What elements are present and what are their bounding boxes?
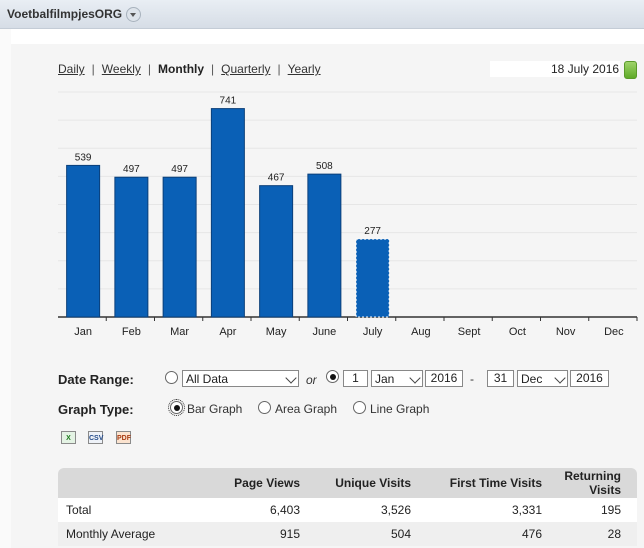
excel-export-icon[interactable]: X [61, 431, 76, 444]
bar-value-label: 508 [316, 161, 333, 172]
bar-value-label: 539 [75, 152, 92, 163]
x-tick-label: Jan [74, 326, 92, 338]
or-text: or [306, 373, 317, 387]
from-day-input[interactable]: 1 [343, 370, 368, 387]
all-data-radio[interactable] [165, 371, 178, 384]
line-graph-label[interactable]: Line Graph [370, 402, 430, 416]
site-dropdown-icon[interactable] [126, 7, 141, 22]
tab-monthly[interactable]: Monthly [158, 62, 205, 76]
bar-graph-radio[interactable] [168, 399, 185, 416]
header-page-views: Page Views [199, 468, 310, 498]
first-time-visits-value: 476 [421, 522, 552, 546]
from-month-select[interactable]: Jan [371, 370, 423, 387]
top-bar: VoetbalfilmpjesORG [0, 0, 644, 29]
bar-jan[interactable] [66, 164, 101, 318]
x-tick-label: Sept [458, 326, 481, 338]
left-margin [0, 29, 11, 548]
tab-yearly[interactable]: Yearly [287, 62, 321, 76]
from-year-input[interactable]: 2016 [425, 370, 463, 387]
custom-range-radio[interactable] [326, 370, 339, 383]
table-row: Monthly Average 915 504 476 28 [58, 522, 637, 546]
to-month-value: Dec [521, 372, 543, 386]
range-dash: - [470, 372, 474, 386]
period-tabs: Daily | Weekly | Monthly | Quarterly | Yearly [58, 62, 321, 76]
separator: | [211, 62, 215, 76]
x-tick-label: Mar [170, 326, 189, 338]
bar-value-label: 497 [123, 164, 140, 175]
first-time-visits-value: 3,331 [421, 498, 552, 522]
bar-july[interactable] [355, 238, 390, 318]
bar-value-label: 497 [171, 164, 188, 175]
bar-value-label: 277 [364, 226, 381, 237]
x-tick-label: Aug [411, 326, 431, 338]
header-unique-visits: Unique Visits [310, 468, 421, 498]
separator: | [277, 62, 281, 76]
bar-mar[interactable] [162, 176, 197, 318]
bar-may[interactable] [259, 185, 294, 318]
stats-header-row: Page Views Unique Visits First Time Visi… [58, 468, 637, 498]
to-year-input[interactable]: 2016 [570, 370, 609, 387]
chevron-down-icon [285, 372, 297, 384]
area-graph-label[interactable]: Area Graph [275, 402, 338, 416]
bar-apr[interactable] [210, 108, 245, 318]
x-tick-label: Nov [556, 326, 576, 338]
site-name[interactable]: VoetbalfilmpjesORG [7, 7, 123, 21]
chevron-down-icon [409, 372, 421, 384]
line-graph-radio[interactable] [353, 401, 366, 414]
to-month-select[interactable]: Dec [517, 370, 568, 387]
graph-type-label: Graph Type: [58, 402, 134, 417]
csv-export-icon[interactable]: CSV [88, 431, 103, 444]
stats-table: Page Views Unique Visits First Time Visi… [58, 468, 637, 546]
header-cell [58, 468, 199, 498]
tab-weekly[interactable]: Weekly [101, 62, 141, 76]
separator: | [91, 62, 95, 76]
all-data-select-value: All Data [186, 372, 229, 386]
area-graph-radio[interactable] [258, 401, 271, 414]
all-data-select[interactable]: All Data [182, 370, 299, 387]
returning-visits-value: 28 [552, 522, 637, 546]
date-range-label: Date Range: [58, 372, 134, 387]
bar-value-label: 741 [220, 96, 237, 107]
header-returning-visits: Returning Visits [552, 468, 637, 498]
table-row: Total 6,403 3,526 3,331 195 [58, 498, 637, 522]
separator: | [147, 62, 152, 76]
x-tick-label: May [266, 326, 287, 338]
bar-graph-label[interactable]: Bar Graph [187, 402, 243, 416]
unique-visits-value: 504 [310, 522, 421, 546]
page-views-value: 6,403 [199, 498, 310, 522]
tab-daily[interactable]: Daily [58, 62, 85, 76]
x-tick-label: Apr [219, 326, 236, 338]
current-date: 18 July 2016 [551, 62, 620, 76]
x-tick-label: June [312, 326, 336, 338]
status-battery-icon [624, 61, 637, 79]
unique-visits-value: 3,526 [310, 498, 421, 522]
bar-value-label: 467 [268, 173, 285, 184]
to-day-input[interactable]: 31 [487, 370, 514, 387]
x-tick-label: Feb [122, 326, 141, 338]
pdf-export-icon[interactable]: PDF [116, 431, 131, 444]
row-label: Total [58, 498, 199, 522]
date-box [490, 61, 620, 77]
chevron-down-icon [554, 372, 566, 384]
returning-visits-value: 195 [552, 498, 637, 522]
row-label: Monthly Average [58, 522, 199, 546]
x-tick-label: July [363, 326, 383, 338]
header-first-time-visits: First Time Visits [421, 468, 552, 498]
x-tick-label: Oct [509, 326, 526, 338]
from-month-value: Jan [375, 372, 395, 386]
bar-feb[interactable] [114, 176, 149, 318]
x-tick-label: Dec [604, 326, 624, 338]
bar-june[interactable] [307, 173, 342, 318]
page-views-value: 915 [199, 522, 310, 546]
tab-quarterly[interactable]: Quarterly [221, 62, 271, 76]
